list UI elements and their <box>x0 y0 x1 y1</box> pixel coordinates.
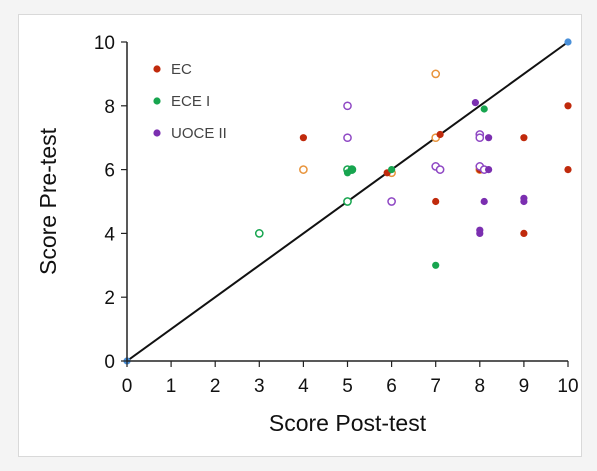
y-axis-label: Score Pre-test <box>35 127 61 275</box>
x-tick-label-8: 8 <box>475 376 486 397</box>
y-tick-label-3: 6 <box>104 161 115 182</box>
tick-labels-layer: 0 1 2 3 4 5 6 7 8 9 10 0 2 4 6 8 10 <box>94 33 579 397</box>
x-tick-label-7: 7 <box>430 376 441 397</box>
x-tick-label-0: 0 <box>122 376 133 397</box>
point-ec-filled-6 <box>520 134 528 142</box>
legend-marker-2 <box>153 129 161 137</box>
point-uoce-ii-open-6 <box>475 133 485 143</box>
point-uoce-ii-open-0 <box>343 101 352 111</box>
point-uoce-ii-open-1 <box>343 133 352 143</box>
y-tick-label-4: 8 <box>104 97 115 118</box>
x-axis-label: Score Post-test <box>269 410 427 436</box>
y-tick-label-2: 4 <box>104 224 115 245</box>
point-uoce-ii-filled-5 <box>485 166 493 174</box>
x-tick-label-2: 2 <box>210 376 221 397</box>
point-uoce-ii-filled-7 <box>520 197 528 206</box>
x-tick-label-6: 6 <box>386 376 397 397</box>
x-tick-label-3: 3 <box>254 376 265 397</box>
x-tick-label-5: 5 <box>342 376 353 397</box>
point-ece-i-open-1 <box>343 197 352 206</box>
y-tick-label-1: 2 <box>104 288 115 309</box>
point-uoce-ii-filled-4 <box>485 134 493 142</box>
points-layer <box>123 38 572 365</box>
point-ece-i-filled-3 <box>432 261 440 269</box>
point-ece-i-filled-4 <box>480 105 488 113</box>
point-uoce-ii-filled-2 <box>476 229 484 237</box>
point-endpoint-filled-1 <box>564 38 572 46</box>
scatter-chart: 0 1 2 3 4 5 6 7 8 9 10 0 2 4 6 8 10 Score Post-test Scor… <box>35 33 579 436</box>
x-tick-label-10: 10 <box>557 376 578 397</box>
legend-marker-0 <box>153 65 161 73</box>
point-ec-open-2 <box>431 69 441 79</box>
legend-label-2: UOCE II <box>171 125 227 142</box>
point-ec-filled-3 <box>432 197 440 206</box>
x-tick-label-4: 4 <box>298 376 309 397</box>
point-ec-filled-8 <box>564 102 572 110</box>
point-uoce-ii-open-4 <box>435 165 445 174</box>
legend-label-0: EC <box>171 61 192 78</box>
point-ec-filled-9 <box>564 166 572 174</box>
point-uoce-ii-open-2 <box>387 197 396 206</box>
point-ec-filled-0 <box>299 134 307 142</box>
point-ec-filled-4 <box>436 130 444 139</box>
point-ece-i-filled-1 <box>348 166 356 174</box>
point-uoce-ii-filled-0 <box>471 99 479 107</box>
x-tick-label-1: 1 <box>166 376 177 397</box>
chart-figure: 0 1 2 3 4 5 6 7 8 9 10 0 2 4 6 8 10 Score Post-test Scor… <box>18 14 582 457</box>
point-ec-open-0 <box>299 165 308 174</box>
point-ece-i-open-0 <box>254 229 264 238</box>
y-tick-label-0: 0 <box>104 352 115 373</box>
legend-marker-1 <box>153 97 161 105</box>
point-uoce-ii-filled-3 <box>480 197 488 206</box>
legend: EC ECE I UOCE II <box>153 61 227 142</box>
y-tick-label-5: 10 <box>94 33 115 54</box>
point-ece-i-filled-2 <box>388 166 396 174</box>
point-ec-filled-7 <box>520 229 528 237</box>
legend-label-1: ECE I <box>171 93 210 110</box>
x-tick-label-9: 9 <box>519 376 530 397</box>
